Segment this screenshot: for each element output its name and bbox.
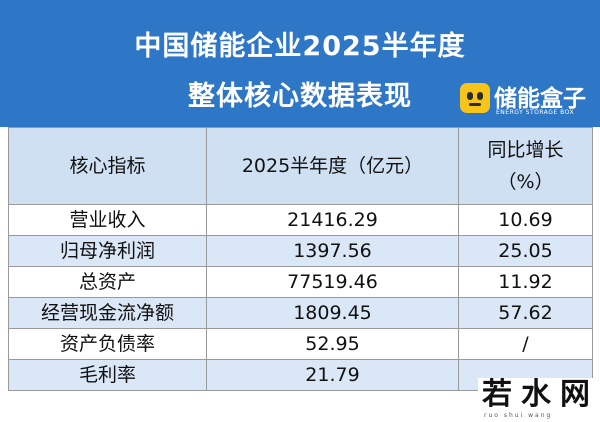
column-header-value: 2025半年度（亿元） bbox=[206, 127, 459, 205]
growth-cell: 25.05 bbox=[458, 235, 593, 267]
watermark-text: 若水网 bbox=[482, 377, 599, 412]
value-cell: 21.79 bbox=[206, 359, 459, 391]
table-header-row: 核心指标 2025半年度（亿元） 同比增长 （%） bbox=[8, 127, 593, 205]
title-banner: 中国储能企业2025半年度 整体核心数据表现 储能盒子 ENERGY STORA… bbox=[0, 0, 600, 127]
growth-cell: 57.62 bbox=[458, 297, 593, 329]
table-row: 经营现金流净额 1809.45 57.62 bbox=[8, 297, 593, 329]
brand-name: 储能盒子 bbox=[494, 86, 586, 112]
brand-logo: 储能盒子 ENERGY STORAGE BOX bbox=[460, 82, 596, 120]
value-cell: 1397.56 bbox=[206, 235, 459, 267]
metric-cell: 归母净利润 bbox=[8, 235, 207, 267]
metric-cell: 经营现金流净额 bbox=[8, 297, 207, 329]
table-row: 总资产 77519.46 11.92 bbox=[8, 266, 593, 298]
growth-cell: 11.92 bbox=[458, 266, 593, 298]
column-header-growth-line2: （%） bbox=[497, 171, 554, 193]
page-title-line2: 整体核心数据表现 bbox=[188, 81, 412, 112]
brand-subtitle: ENERGY STORAGE BOX bbox=[496, 109, 575, 116]
core-data-table: 核心指标 2025半年度（亿元） 同比增长 （%） 营业收入 21416.29 … bbox=[8, 127, 593, 391]
robot-box-icon bbox=[460, 83, 490, 113]
metric-cell: 毛利率 bbox=[8, 359, 207, 391]
metric-cell: 总资产 bbox=[8, 266, 207, 298]
value-cell: 1809.45 bbox=[206, 297, 459, 329]
table-row: 资产负债率 52.95 / bbox=[8, 328, 593, 360]
column-header-metric: 核心指标 bbox=[8, 127, 207, 205]
growth-cell: / bbox=[458, 328, 593, 360]
value-cell: 77519.46 bbox=[206, 266, 459, 298]
value-cell: 52.95 bbox=[206, 328, 459, 360]
metric-cell: 资产负债率 bbox=[8, 328, 207, 360]
growth-cell: 10.69 bbox=[458, 204, 593, 236]
watermark: 若水网 ruo shui wang bbox=[478, 378, 600, 422]
table-row: 营业收入 21416.29 10.69 bbox=[8, 204, 593, 236]
page-title-line1: 中国储能企业2025半年度 bbox=[134, 31, 466, 62]
column-header-growth-line1: 同比增长 bbox=[487, 139, 564, 161]
value-cell: 21416.29 bbox=[206, 204, 459, 236]
metric-cell: 营业收入 bbox=[8, 204, 207, 236]
table-row: 归母净利润 1397.56 25.05 bbox=[8, 235, 593, 267]
watermark-subtitle: ruo shui wang bbox=[484, 412, 553, 419]
column-header-growth: 同比增长 （%） bbox=[458, 127, 593, 205]
